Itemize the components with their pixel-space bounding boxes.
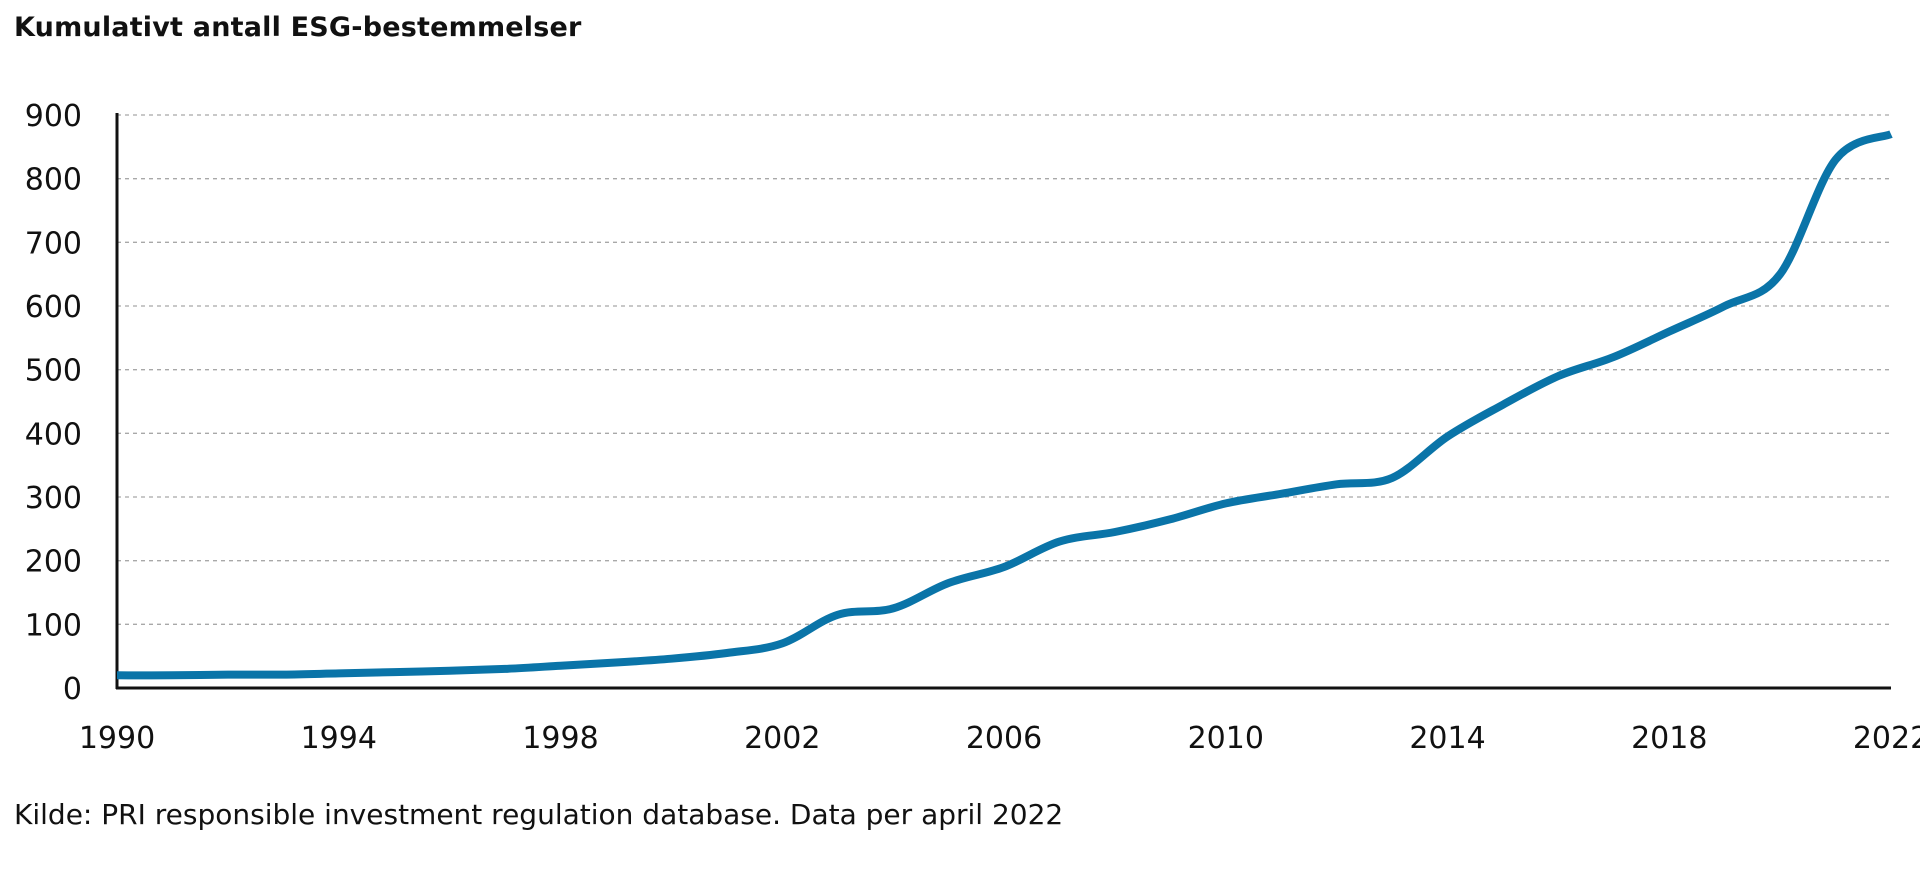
y-tick-label: 700	[25, 226, 82, 261]
x-tick-label: 2018	[1631, 721, 1707, 756]
y-tick-label: 300	[25, 481, 82, 516]
gridlines	[117, 114, 1891, 625]
y-tick-label: 400	[25, 417, 82, 452]
x-tick-label: 2006	[966, 721, 1042, 756]
source-note: Kilde: PRI responsible investment regula…	[14, 798, 1064, 831]
y-tick-label: 800	[25, 163, 82, 198]
y-tick-label: 600	[25, 290, 82, 325]
y-tick-label: 100	[25, 608, 82, 643]
y-tick-label: 500	[25, 354, 82, 389]
x-tick-label: 1994	[301, 721, 377, 756]
y-tick-label: 200	[25, 545, 82, 580]
axes	[115, 113, 1891, 690]
series-line-0	[116, 130, 1893, 680]
x-tick-label: 2022	[1853, 721, 1920, 756]
y-tick-label: 0	[63, 672, 82, 707]
chart-title: Kumulativt antall ESG-bestemmelser	[14, 12, 582, 43]
x-tick-label: 2002	[744, 721, 820, 756]
x-tick-label: 1998	[522, 721, 598, 756]
tick-labels: 0 100 200 300 400 500 600 700 800 900 1990 1994 1998…	[25, 99, 1920, 756]
x-tick-label: 2014	[1409, 721, 1485, 756]
y-tick-label: 900	[25, 99, 82, 134]
data-series	[116, 130, 1893, 680]
x-tick-label: 1990	[79, 721, 155, 756]
x-tick-label: 2010	[1188, 721, 1264, 756]
